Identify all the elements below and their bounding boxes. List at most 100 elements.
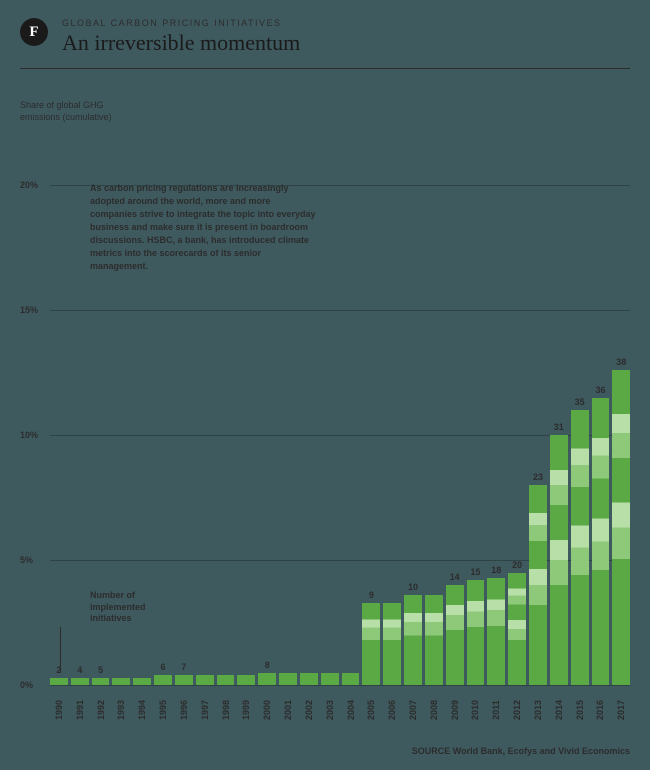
- y-tick-label: 10%: [20, 430, 38, 440]
- bar-column: 2002: [300, 110, 318, 685]
- x-tick-label: 2010: [470, 700, 480, 720]
- bar: [217, 675, 235, 685]
- bar: [404, 595, 422, 685]
- bar: [592, 398, 610, 686]
- bar: [300, 673, 318, 686]
- bar-value-label: 20: [512, 560, 522, 570]
- bar-column: 232013: [529, 110, 547, 685]
- bar-value-label: 10: [408, 582, 418, 592]
- bar-value-label: 9: [369, 590, 374, 600]
- bar-value-label: 35: [575, 397, 585, 407]
- bar: [175, 675, 193, 685]
- bar-value-label: 31: [554, 422, 564, 432]
- x-tick-label: 1994: [137, 700, 147, 720]
- bar-column: 1997: [196, 110, 214, 685]
- bar: [237, 675, 255, 685]
- bar-value-label: 6: [161, 662, 166, 672]
- bar-column: 352015: [571, 110, 589, 685]
- title-block: GLOBAL CARBON PRICING INITIATIVES An irr…: [62, 18, 630, 56]
- bar-column: 1998: [217, 110, 235, 685]
- bar-column: 2001: [279, 110, 297, 685]
- bar: [71, 678, 89, 685]
- bar-value-label: 36: [595, 385, 605, 395]
- bar-value-label: 23: [533, 472, 543, 482]
- x-tick-label: 1996: [179, 700, 189, 720]
- x-tick-label: 1998: [221, 700, 231, 720]
- bar-value-label: 5: [98, 665, 103, 675]
- bar-column: 2003: [321, 110, 339, 685]
- x-tick-label: 2017: [616, 700, 626, 720]
- bar: [342, 673, 360, 686]
- bar-value-label: 7: [181, 662, 186, 672]
- bar-column: 362016: [592, 110, 610, 685]
- y-tick-label: 0%: [20, 680, 33, 690]
- bar: [112, 678, 130, 685]
- x-tick-label: 2007: [408, 700, 418, 720]
- x-tick-label: 2002: [304, 700, 314, 720]
- chart-title: An irreversible momentum: [62, 30, 630, 56]
- bar: [154, 675, 172, 685]
- bar: [133, 678, 151, 685]
- bar: [50, 678, 68, 685]
- x-tick-label: 2015: [575, 700, 585, 720]
- bar-column: 102007: [404, 110, 422, 685]
- x-tick-label: 2012: [512, 700, 522, 720]
- bar-value-label: 14: [450, 572, 460, 582]
- x-tick-label: 2014: [554, 700, 564, 720]
- x-tick-label: 2004: [346, 700, 356, 720]
- bar: [92, 678, 110, 685]
- x-tick-label: 1993: [116, 700, 126, 720]
- x-tick-label: 2008: [429, 700, 439, 720]
- x-tick-label: 2003: [325, 700, 335, 720]
- bar-column: 312014: [550, 110, 568, 685]
- y-tick-label: 5%: [20, 555, 33, 565]
- chart-subtitle: GLOBAL CARBON PRICING INITIATIVES: [62, 18, 630, 28]
- bar: [196, 675, 214, 685]
- bar: [383, 603, 401, 686]
- bar: [550, 435, 568, 685]
- gridline: [50, 685, 630, 686]
- bar-column: 2008: [425, 110, 443, 685]
- bar: [529, 485, 547, 685]
- x-tick-label: 2011: [491, 700, 501, 720]
- bar: [571, 410, 589, 685]
- x-tick-label: 1992: [96, 700, 106, 720]
- x-tick-label: 2016: [595, 700, 605, 720]
- logo-badge: F: [20, 18, 48, 46]
- bar: [425, 595, 443, 685]
- bar: [362, 603, 380, 686]
- bar: [279, 673, 297, 686]
- bar-value-label: 18: [491, 565, 501, 575]
- bar-column: 2006: [383, 110, 401, 685]
- bar-column: 152010: [467, 110, 485, 685]
- bar-value-label: 8: [265, 660, 270, 670]
- callout-label: Number of implemented initiatives: [90, 590, 170, 625]
- x-tick-label: 2009: [450, 700, 460, 720]
- y-tick-label: 20%: [20, 180, 38, 190]
- x-tick-label: 1995: [158, 700, 168, 720]
- bar-column: 71996: [175, 110, 193, 685]
- bar: [508, 573, 526, 686]
- logo-letter: F: [29, 24, 38, 41]
- bar: [612, 370, 630, 685]
- bar-column: 142009: [446, 110, 464, 685]
- bar: [487, 578, 505, 686]
- bar-column: 1999: [237, 110, 255, 685]
- x-tick-label: 2006: [387, 700, 397, 720]
- bar-column: 41991: [71, 110, 89, 685]
- x-tick-label: 2005: [366, 700, 376, 720]
- x-tick-label: 2013: [533, 700, 543, 720]
- bar: [467, 580, 485, 685]
- x-tick-label: 2001: [283, 700, 293, 720]
- bar: [446, 585, 464, 685]
- bar-column: 2004: [342, 110, 360, 685]
- bar-column: 92005: [362, 110, 380, 685]
- bar-column: 182011: [487, 110, 505, 685]
- x-tick-label: 2000: [262, 700, 272, 720]
- bar-value-label: 38: [616, 357, 626, 367]
- x-tick-label: 1991: [75, 700, 85, 720]
- bar-value-label: 4: [77, 665, 82, 675]
- bar-value-label: 15: [470, 567, 480, 577]
- bar-column: 382017: [612, 110, 630, 685]
- x-tick-label: 1999: [241, 700, 251, 720]
